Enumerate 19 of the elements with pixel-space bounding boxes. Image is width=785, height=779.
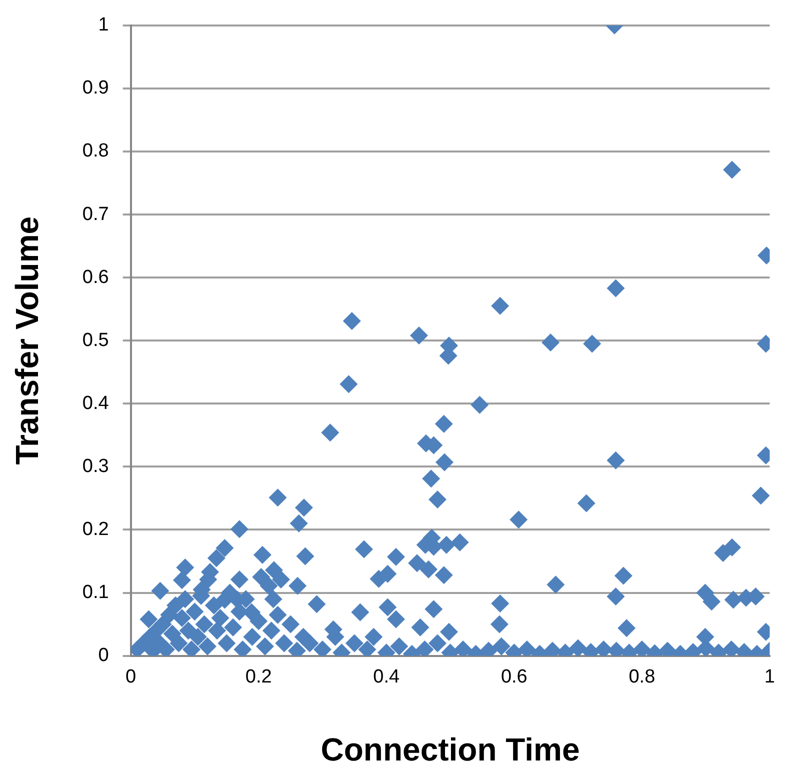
y-axis-title: Transfer Volume <box>9 216 46 465</box>
y-tick-label: 0.5 <box>82 330 109 351</box>
y-tick-label: 0.7 <box>82 204 109 225</box>
y-tick-label: 0.2 <box>82 518 109 540</box>
y-tick-label: 0.6 <box>82 266 109 288</box>
y-tick-label: 0.9 <box>82 78 109 99</box>
y-tick-label: 0.3 <box>82 456 109 477</box>
y-tick-label: 0.8 <box>82 140 109 162</box>
x-axis-title: Connection Time <box>320 732 580 768</box>
x-tick-label: 0.6 <box>500 666 528 688</box>
y-tick-label: 0 <box>98 645 109 666</box>
x-tick-label: 0.8 <box>628 666 656 688</box>
y-tick-label: 1 <box>98 14 109 36</box>
y-tick-label: 0.4 <box>82 392 110 414</box>
x-tick-label: 0.2 <box>245 666 272 688</box>
x-tick-label: 1 <box>764 666 776 688</box>
y-tick-label: 0.1 <box>82 582 109 603</box>
x-tick-label: 0.4 <box>373 666 400 688</box>
x-tick-label: 0 <box>126 666 136 688</box>
